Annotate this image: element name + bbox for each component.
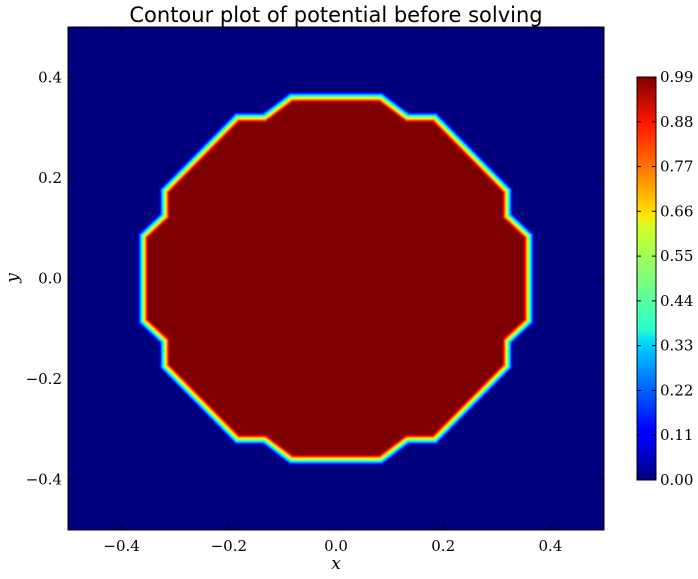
colorbar-tick-label: 0.55 <box>660 247 693 265</box>
x-tick-label: −0.4 <box>103 537 139 555</box>
y-axis-label: y <box>3 273 23 284</box>
y-axis-ticks: −0.4 −0.2 0.0 0.2 0.4 <box>26 68 604 489</box>
colorbar-tick-label: 0.00 <box>660 471 693 489</box>
x-axis-ticks: −0.4 −0.2 0.0 0.2 0.4 <box>103 27 562 555</box>
x-tick-label: 0.4 <box>538 537 562 555</box>
colorbar: 0.00 0.11 0.22 0.33 0.44 0.55 0.66 0.77 0.88 0.99 <box>636 68 693 489</box>
x-tick-label: 0.0 <box>324 537 348 555</box>
x-tick-label: 0.2 <box>431 537 455 555</box>
contour-layer <box>137 91 535 466</box>
y-tick-label: 0.0 <box>38 270 62 288</box>
y-tick-label: 0.4 <box>38 68 62 86</box>
y-tick-label: −0.2 <box>26 370 62 388</box>
colorbar-tick-label: 0.33 <box>660 337 693 355</box>
colorbar-tick-label: 0.99 <box>660 68 693 86</box>
colorbar-ticks: 0.00 0.11 0.22 0.33 0.44 0.55 0.66 0.77 0.88 0.99 <box>637 68 693 489</box>
x-tick-label: −0.2 <box>211 537 247 555</box>
colorbar-tick-label: 0.88 <box>660 113 693 131</box>
x-axis-label: x <box>331 554 341 574</box>
y-tick-label: 0.2 <box>38 169 62 187</box>
colorbar-tick-label: 0.22 <box>660 381 693 399</box>
colorbar-tick-label: 0.66 <box>660 202 693 220</box>
y-tick-label: −0.4 <box>26 471 62 489</box>
inside-region <box>148 102 524 455</box>
colorbar-tick-label: 0.77 <box>660 158 693 176</box>
colorbar-tick-label: 0.44 <box>660 292 693 310</box>
colorbar-gradient <box>636 76 657 481</box>
plot-axes: −0.4 −0.2 0.0 0.2 0.4 −0.4 −0.2 0.0 0.2 0.4 <box>26 26 605 555</box>
colorbar-tick-label: 0.11 <box>660 426 693 444</box>
chart-title: Contour plot of potential before solving <box>129 3 542 27</box>
